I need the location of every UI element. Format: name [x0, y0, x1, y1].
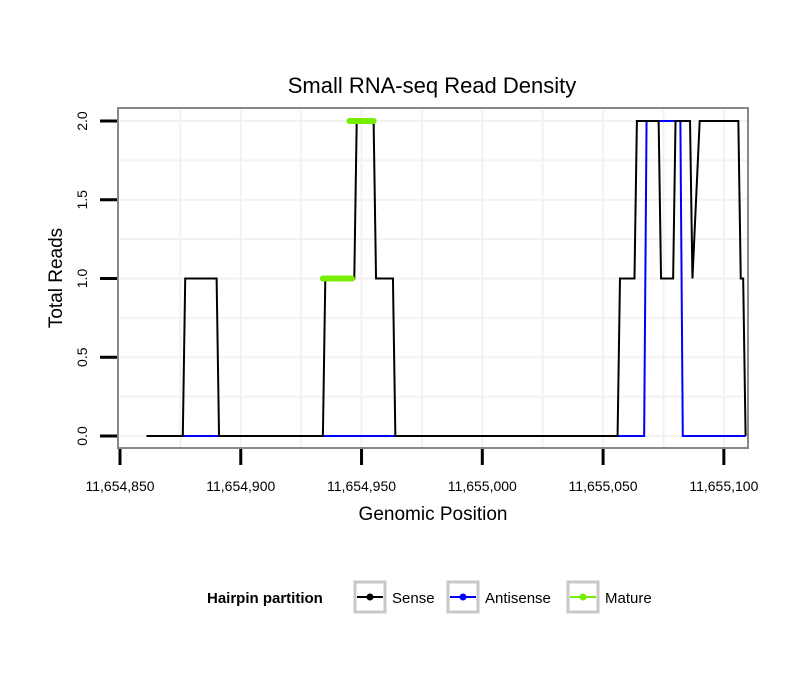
plot-panel — [117, 107, 749, 449]
x-axis-title: Genomic Position — [359, 504, 508, 525]
legend: Hairpin partition Sense Antisense Mature — [207, 580, 652, 614]
legend-label-sense: Sense — [392, 590, 435, 607]
y-tick-label: 1.5 — [74, 190, 90, 210]
y-tick-label: 1.0 — [74, 269, 90, 289]
chart-title: Small RNA-seq Read Density — [288, 73, 577, 98]
x-tick-label: 11,654,900 — [206, 478, 275, 494]
x-tick-label: 11,654,850 — [85, 478, 154, 494]
legend-label-mature: Mature — [605, 590, 652, 607]
x-tick-label: 11,654,950 — [327, 478, 396, 494]
series-layer — [146, 118, 747, 437]
legend-label-antisense: Antisense — [485, 590, 551, 607]
y-tick-label: 2.0 — [74, 111, 90, 131]
y-axis-title: Total Reads — [46, 228, 67, 328]
x-tick-label: 11,655,100 — [689, 478, 758, 494]
legend-key-dot-sense — [366, 593, 374, 601]
y-tick-label: 0.5 — [74, 347, 90, 367]
axes: 11,654,850 11,654,900 11,654,950 11,655,000… — [74, 111, 759, 494]
legend-title: Hairpin partition — [207, 590, 323, 607]
sense-series-line — [146, 120, 747, 437]
x-tick-label: 11,655,000 — [448, 478, 517, 494]
x-tick-label: 11,655,050 — [569, 478, 638, 494]
legend-key-dot-antisense — [459, 593, 467, 601]
legend-key-dot-mature — [579, 593, 587, 601]
y-tick-label: 0.0 — [74, 426, 90, 446]
